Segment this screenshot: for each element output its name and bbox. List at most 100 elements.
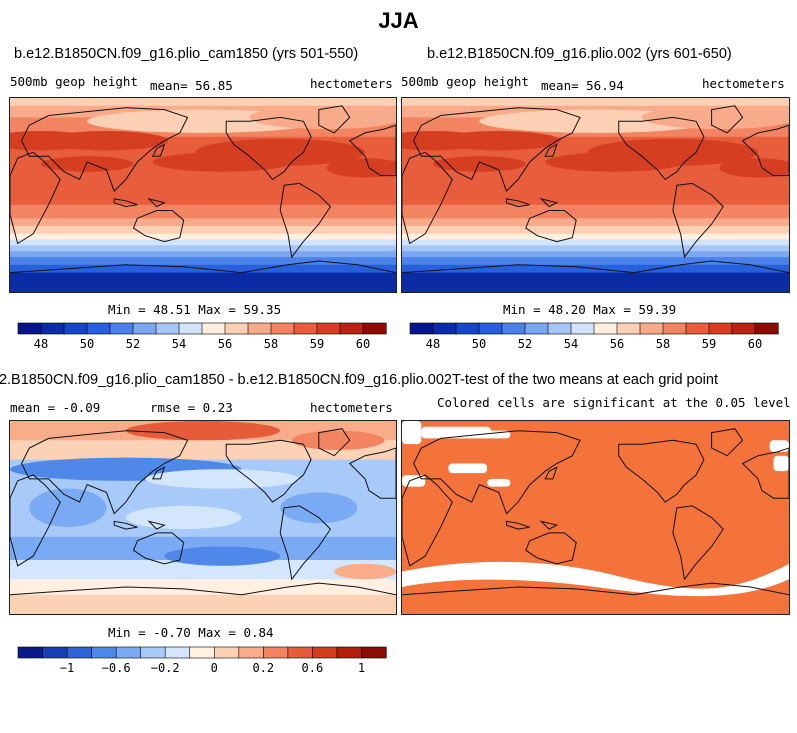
panel3-contour-region bbox=[164, 546, 281, 566]
panel3-colorbar: −1 −0.6 −0.2 0 0.2 0.6 1 bbox=[17, 646, 387, 677]
field-band bbox=[10, 239, 396, 246]
field-band bbox=[10, 257, 396, 266]
coastline bbox=[402, 260, 789, 274]
coastline bbox=[132, 532, 185, 565]
field-band bbox=[10, 245, 396, 252]
field-band bbox=[402, 226, 789, 235]
panel4-map bbox=[401, 420, 790, 615]
colorbar-swatch bbox=[42, 646, 68, 659]
colorbar-swatch bbox=[213, 646, 240, 659]
coastline bbox=[147, 197, 166, 208]
coastline bbox=[279, 182, 332, 259]
panel3-contour-region bbox=[291, 430, 385, 450]
panel4-title: T-test of the two means at each grid poi… bbox=[452, 372, 718, 388]
coastline bbox=[225, 439, 312, 503]
coastline bbox=[413, 107, 581, 193]
figure-title: JJA bbox=[378, 8, 419, 33]
colorbar-swatch bbox=[616, 322, 641, 335]
panel3-title: b.e12.B1850CN.f09_g16.plio_cam1850 - b.e… bbox=[0, 372, 452, 388]
coastline bbox=[506, 520, 530, 530]
colorbar-swatch bbox=[639, 322, 664, 335]
colorbar-tick-label: 0 bbox=[211, 661, 218, 675]
colorbar-swatch bbox=[178, 322, 203, 335]
colorbar-swatch bbox=[501, 322, 526, 335]
colorbar-swatch bbox=[731, 322, 756, 335]
colorbar-swatch bbox=[293, 322, 318, 335]
coastline bbox=[10, 582, 396, 596]
colorbar-tick-label: 56 bbox=[610, 337, 624, 351]
colorbar-tick-label: 56 bbox=[218, 337, 232, 351]
panel1-variable-label: 500mb geop height bbox=[10, 74, 138, 89]
insignificant-region bbox=[402, 421, 422, 445]
field-band bbox=[10, 579, 396, 596]
colorbar-tick-label: −0.2 bbox=[151, 661, 180, 675]
field-band bbox=[10, 560, 396, 580]
field-band bbox=[402, 245, 789, 252]
panel3-coastlines bbox=[10, 428, 396, 596]
colorbar-swatch bbox=[17, 646, 44, 659]
colorbar-tick-label: 50 bbox=[80, 337, 94, 351]
insignificant-region bbox=[773, 455, 789, 472]
colorbar-swatch bbox=[109, 322, 134, 335]
colorbar-swatch bbox=[86, 322, 111, 335]
colorbar-swatch bbox=[547, 322, 572, 335]
colorbar-swatch bbox=[40, 322, 65, 335]
coastline bbox=[21, 430, 189, 515]
colorbar-swatch bbox=[17, 322, 42, 335]
panel3-rmse-label: rmse = 0.23 bbox=[150, 400, 233, 415]
colorbar-tick-label: 59 bbox=[310, 337, 324, 351]
field-band bbox=[402, 218, 789, 227]
colorbar-swatch bbox=[478, 322, 503, 335]
coastline bbox=[506, 198, 530, 208]
colorbar-swatch bbox=[316, 322, 341, 335]
coastline bbox=[544, 143, 558, 157]
colorbar-swatch bbox=[63, 322, 88, 335]
coastline bbox=[132, 210, 185, 243]
coastline bbox=[348, 124, 396, 177]
coastline bbox=[21, 107, 189, 193]
colorbar-swatch bbox=[270, 322, 295, 335]
colorbar-swatch bbox=[263, 646, 289, 659]
colorbar-swatch bbox=[224, 322, 249, 335]
coastline bbox=[672, 182, 724, 259]
coastline bbox=[525, 210, 577, 243]
coastline bbox=[279, 505, 332, 581]
coastline bbox=[539, 520, 559, 530]
colorbar-swatch bbox=[247, 322, 272, 335]
colorbar-swatch bbox=[455, 322, 480, 335]
colorbar-tick-label: 52 bbox=[518, 337, 532, 351]
colorbar-swatch bbox=[409, 322, 434, 335]
colorbar-swatch bbox=[524, 322, 549, 335]
coastline bbox=[151, 143, 166, 157]
insignificant-band bbox=[402, 561, 789, 597]
panel1-mean-label: mean= 56.85 bbox=[150, 78, 233, 93]
coastline bbox=[539, 197, 559, 208]
colorbar-swatch bbox=[432, 322, 457, 335]
panel1-contour-region bbox=[44, 130, 169, 151]
colorbar-swatch bbox=[685, 322, 710, 335]
colorbar-tick-label: 0.6 bbox=[302, 661, 324, 675]
colorbar-tick-label: 59 bbox=[702, 337, 716, 351]
coastline bbox=[225, 116, 312, 181]
colorbar-swatch bbox=[66, 646, 93, 659]
colorbar-tick-label: 60 bbox=[356, 337, 370, 351]
coastline bbox=[402, 474, 453, 567]
panel1-minmax: Min = 48.51 Max = 59.35 bbox=[108, 302, 282, 317]
panel2-minmax: Min = 48.20 Max = 59.39 bbox=[503, 302, 677, 317]
coastline bbox=[10, 260, 396, 274]
panel1-contour-region bbox=[326, 158, 396, 178]
panel2-map bbox=[401, 97, 790, 293]
colorbar-swatch bbox=[339, 322, 364, 335]
colorbar-swatch bbox=[155, 322, 180, 335]
coastline bbox=[413, 430, 581, 515]
field-band bbox=[10, 98, 396, 107]
colorbar-tick-label: 48 bbox=[34, 337, 48, 351]
coastline bbox=[318, 428, 351, 457]
field-band bbox=[402, 239, 789, 246]
panel2-contour-region bbox=[432, 156, 526, 172]
coastline bbox=[741, 124, 789, 177]
coastline bbox=[318, 105, 351, 134]
panel1-contour-region bbox=[152, 152, 292, 172]
panel2-mean-label: mean= 56.94 bbox=[541, 78, 624, 93]
colorbar-swatch bbox=[201, 322, 226, 335]
